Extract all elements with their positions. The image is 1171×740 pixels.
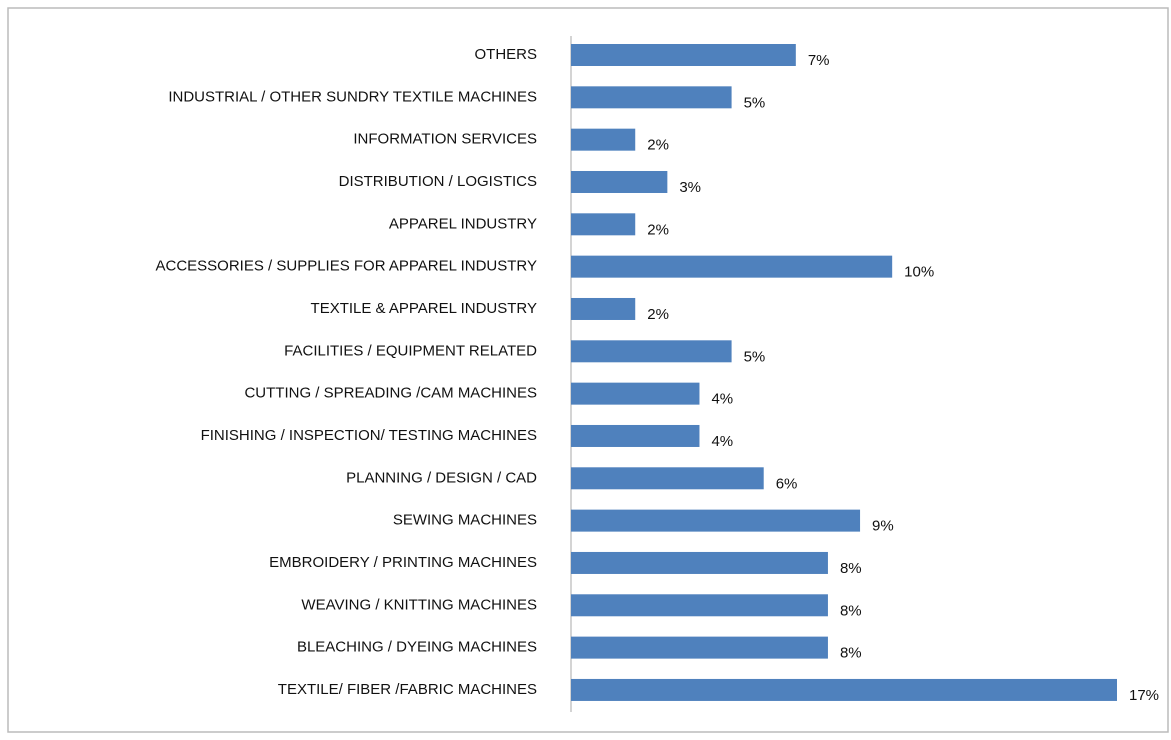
bar <box>571 551 828 574</box>
category-label: DISTRIBUTION / LOGISTICS <box>339 173 537 190</box>
bar <box>571 636 828 659</box>
value-label: 8% <box>840 645 862 662</box>
category-label: SEWING MACHINES <box>393 512 537 529</box>
category-label: PLANNING / DESIGN / CAD <box>346 469 537 486</box>
bar <box>571 213 636 236</box>
category-label: TEXTILE & APPAREL INDUSTRY <box>311 300 537 317</box>
value-label: 6% <box>776 475 798 492</box>
bar <box>571 255 893 278</box>
bar <box>571 467 764 490</box>
category-label: WEAVING / KNITTING MACHINES <box>301 596 537 613</box>
value-label: 2% <box>647 137 669 154</box>
value-label: 4% <box>711 433 733 450</box>
category-label: FINISHING / INSPECTION/ TESTING MACHINES <box>201 427 537 444</box>
bar <box>571 128 636 151</box>
category-label: APPAREL INDUSTRY <box>389 215 537 232</box>
value-label: 4% <box>711 391 733 408</box>
bar <box>571 340 732 363</box>
category-label: TEXTILE/ FIBER /FABRIC MACHINES <box>278 681 537 698</box>
category-label: OTHERS <box>474 46 537 63</box>
bar <box>571 170 668 193</box>
value-label: 2% <box>647 221 669 238</box>
value-label: 10% <box>904 264 934 281</box>
category-label: INFORMATION SERVICES <box>353 131 537 148</box>
value-label: 5% <box>744 94 766 111</box>
value-label: 5% <box>744 348 766 365</box>
chart-frame <box>7 7 1169 733</box>
value-label: 9% <box>872 518 894 535</box>
category-label: CUTTING / SPREADING /CAM MACHINES <box>244 385 537 402</box>
bar <box>571 594 828 617</box>
bar <box>571 44 796 66</box>
bar <box>571 424 700 447</box>
bar <box>571 509 861 532</box>
category-label: EMBROIDERY / PRINTING MACHINES <box>269 554 537 571</box>
value-label: 8% <box>840 602 862 619</box>
category-label: INDUSTRIAL / OTHER SUNDRY TEXTILE MACHIN… <box>168 88 537 105</box>
value-label: 7% <box>808 52 830 69</box>
category-label: ACCESSORIES / SUPPLIES FOR APPAREL INDUS… <box>156 258 538 275</box>
value-label: 17% <box>1129 687 1159 704</box>
category-label: BLEACHING / DYEING MACHINES <box>297 639 537 656</box>
value-label: 8% <box>840 560 862 577</box>
bar <box>571 297 636 320</box>
bar <box>571 86 732 109</box>
value-label: 3% <box>679 179 701 196</box>
bar <box>571 382 700 405</box>
bar <box>571 678 1117 701</box>
category-label: FACILITIES / EQUIPMENT RELATED <box>284 342 537 359</box>
value-label: 2% <box>647 306 669 323</box>
